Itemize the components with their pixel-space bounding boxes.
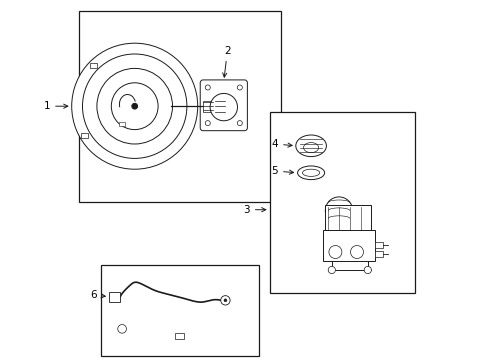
- Ellipse shape: [297, 166, 324, 180]
- Bar: [109, 292, 120, 302]
- Bar: [175, 333, 183, 339]
- Bar: [215, 101, 224, 112]
- Circle shape: [328, 246, 341, 258]
- Bar: [101, 265, 258, 356]
- Bar: [79, 11, 280, 202]
- Text: 2: 2: [222, 46, 230, 77]
- Circle shape: [364, 266, 371, 274]
- Text: 1: 1: [43, 101, 68, 111]
- Circle shape: [220, 296, 230, 305]
- Circle shape: [72, 43, 197, 169]
- Circle shape: [111, 83, 158, 130]
- Text: 5: 5: [271, 166, 293, 176]
- Ellipse shape: [295, 135, 325, 157]
- Circle shape: [97, 68, 172, 144]
- Circle shape: [118, 325, 126, 333]
- Circle shape: [224, 299, 226, 302]
- Bar: [269, 112, 415, 293]
- Bar: [322, 230, 374, 261]
- Circle shape: [237, 121, 242, 126]
- Circle shape: [82, 54, 186, 158]
- Bar: [118, 122, 125, 126]
- Circle shape: [210, 94, 237, 121]
- FancyBboxPatch shape: [200, 80, 247, 131]
- Text: 4: 4: [271, 139, 291, 149]
- Circle shape: [237, 85, 242, 90]
- Circle shape: [350, 246, 363, 258]
- Bar: [203, 101, 213, 112]
- Circle shape: [205, 121, 210, 126]
- Text: 6: 6: [90, 290, 105, 300]
- Bar: [81, 133, 88, 138]
- Text: 3: 3: [243, 205, 265, 215]
- Circle shape: [132, 103, 137, 109]
- Bar: [374, 242, 382, 248]
- Bar: [374, 251, 382, 257]
- Ellipse shape: [302, 169, 319, 176]
- Circle shape: [327, 266, 335, 274]
- Circle shape: [325, 197, 352, 224]
- Bar: [324, 205, 371, 232]
- Ellipse shape: [303, 143, 318, 153]
- Bar: [90, 63, 97, 68]
- Circle shape: [205, 85, 210, 90]
